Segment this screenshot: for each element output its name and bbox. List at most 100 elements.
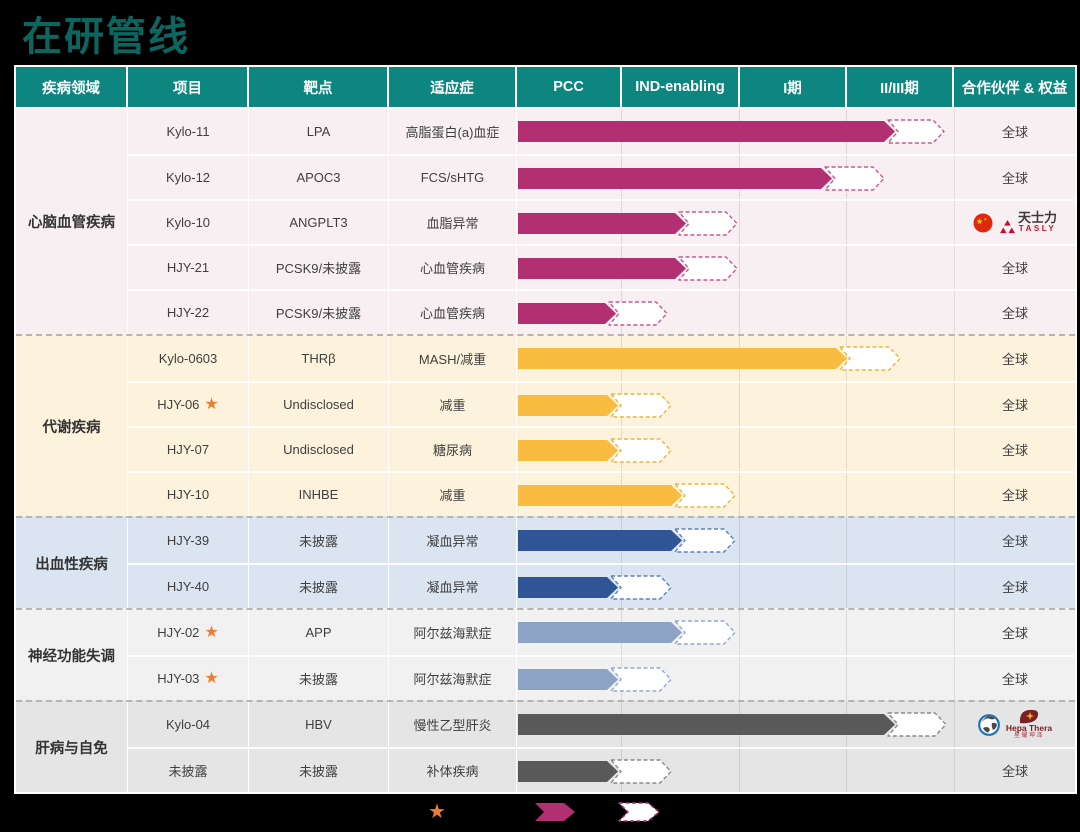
partner-rights-label: 全球 [1001, 171, 1028, 186]
target-cell: HBV [249, 702, 389, 747]
project-cell: HJY-03 ★ [128, 657, 249, 700]
project-name: HJY-39 [166, 533, 210, 548]
phase-track-cell [517, 702, 954, 747]
partner-cell: 全球 [954, 428, 1075, 471]
project-name: HJY-03 [157, 671, 200, 686]
tasly-mark-icon [999, 219, 1015, 234]
star-icon: ★ [204, 395, 219, 413]
project-name: HJY-22 [166, 305, 210, 320]
indication-cell: 慢性乙型肝炎 [389, 702, 517, 747]
partner-cell: 全球 [954, 291, 1075, 334]
target-cell: Undisclosed [249, 428, 389, 471]
indication-cell: FCS/sHTG [389, 156, 517, 199]
target-cell: THRβ [249, 336, 389, 381]
table-row: HJY-21 PCSK9/未披露 心血管疾病 全球 [128, 244, 1075, 289]
star-icon: ★ [204, 669, 219, 687]
partner-cell: 全球 [954, 156, 1075, 199]
section-3: 神经功能失调 HJY-02 ★ APP 阿尔兹海默症 全球 HJY-03 ★ 未披露 阿尔兹海默症… [16, 608, 1075, 700]
header-phase-1: I期 [740, 67, 845, 107]
phase-track-cell [517, 749, 954, 792]
legend: ★ [0, 798, 1080, 828]
disease-area-label: 肝病与自免 [16, 702, 128, 792]
table-row: HJY-06 ★ Undisclosed 减重 全球 [128, 381, 1075, 426]
indication-cell: 高脂蛋白(a)血症 [389, 109, 517, 154]
svg-text:★: ★ [976, 217, 983, 226]
pipeline-progress-arrow [518, 438, 672, 463]
project-cell: HJY-21 [128, 246, 249, 289]
indication-cell: 阿尔兹海默症 [389, 610, 517, 655]
target-cell: ANGPLT3 [249, 201, 389, 244]
header-phase-2-3: II/III期 [847, 67, 952, 107]
disease-area-label: 出血性疾病 [16, 518, 128, 608]
partner-rights-label: 全球 [1001, 398, 1028, 413]
dashed-arrow-icon [618, 801, 661, 828]
header-project: 项目 [128, 67, 247, 107]
partner-cell: 全球 [954, 246, 1075, 289]
project-name: HJY-07 [166, 442, 210, 457]
pipeline-progress-arrow [518, 759, 672, 784]
table-row: HJY-07 Undisclosed 糖尿病 全球 [128, 426, 1075, 471]
pipeline-table: 疾病领域 项目 靶点 适应症 PCC IND-enabling I期 II/II… [14, 65, 1077, 794]
partner-cell: 全球 [954, 383, 1075, 426]
target-cell: PCSK9/未披露 [249, 246, 389, 289]
pipeline-progress-arrow [518, 575, 672, 600]
target-cell: APOC3 [249, 156, 389, 199]
pipeline-progress-arrow [518, 483, 736, 508]
project-cell: Kylo-11 [128, 109, 249, 154]
indication-cell: 减重 [389, 383, 517, 426]
table-row: HJY-39 未披露 凝血异常 全球 [128, 518, 1075, 563]
phase-track-cell [517, 610, 954, 655]
pipeline-progress-arrow [518, 211, 738, 236]
partner-rights-label: 全球 [1001, 672, 1028, 687]
header-target: 靶点 [249, 67, 387, 107]
indication-cell: 心血管疾病 [389, 246, 517, 289]
pipeline-progress-arrow [518, 256, 738, 281]
pipeline-progress-arrow [518, 528, 736, 553]
partner-cell: ★ ★ 天士力 TASLY [954, 201, 1075, 244]
pipeline-progress-arrow [518, 119, 945, 144]
star-icon: ★ [204, 623, 219, 641]
partner-rights-label: 全球 [1001, 443, 1028, 458]
tasly-logo: 天士力 TASLY [1018, 210, 1057, 234]
indication-cell: MASH/减重 [389, 336, 517, 381]
table-row: Kylo-04 HBV 慢性乙型肝炎 Hepa Thera 星耀坤泽 [128, 702, 1075, 747]
disease-area-label: 代谢疾病 [16, 336, 128, 516]
indication-cell: 阿尔兹海默症 [389, 657, 517, 700]
project-name: Kylo-04 [165, 717, 211, 732]
partner-rights-label: 全球 [1001, 764, 1028, 779]
partner-cell: 全球 [954, 518, 1075, 563]
china-flag-icon: ★ ★ [973, 213, 993, 232]
phase-track-cell [517, 565, 954, 608]
table-row: HJY-03 ★ 未披露 阿尔兹海默症 全球 [128, 655, 1075, 700]
page-title: 在研管线 [22, 15, 190, 59]
pipeline-progress-arrow [518, 301, 668, 326]
project-cell: Kylo-10 [128, 201, 249, 244]
partner-cell: 全球 [954, 109, 1075, 154]
target-cell: APP [249, 610, 389, 655]
table-row: HJY-22 PCSK9/未披露 心血管疾病 全球 [128, 289, 1075, 334]
indication-cell: 补体疾病 [389, 749, 517, 792]
section-0: 心脑血管疾病 Kylo-11 LPA 高脂蛋白(a)血症 全球 Kylo-12 APOC3 F… [16, 109, 1075, 334]
phase-track-cell [517, 156, 954, 199]
section-1: 代谢疾病 Kylo-0603 THRβ MASH/减重 全球 HJY-06 ★ Undiscl… [16, 334, 1075, 516]
target-cell: Undisclosed [249, 383, 389, 426]
project-cell: HJY-06 ★ [128, 383, 249, 426]
hepathera-leaf-icon [1019, 709, 1039, 724]
header-indication: 适应症 [389, 67, 515, 107]
indication-cell: 糖尿病 [389, 428, 517, 471]
table-row: HJY-02 ★ APP 阿尔兹海默症 全球 [128, 610, 1075, 655]
table-row: HJY-10 INHBE 减重 全球 [128, 471, 1075, 516]
phase-track-cell [517, 201, 954, 244]
svg-text:★: ★ [983, 216, 987, 221]
project-cell: 未披露 [128, 749, 249, 792]
target-cell: INHBE [249, 473, 389, 516]
phase-track-cell [517, 473, 954, 516]
partner-cell: Hepa Thera 星耀坤泽 [954, 702, 1075, 747]
target-cell: 未披露 [249, 657, 389, 700]
indication-cell: 减重 [389, 473, 517, 516]
pipeline-progress-arrow [518, 346, 901, 371]
partner-cell: 全球 [954, 473, 1075, 516]
table-body: 心脑血管疾病 Kylo-11 LPA 高脂蛋白(a)血症 全球 Kylo-12 APOC3 F… [16, 109, 1075, 792]
target-cell: 未披露 [249, 565, 389, 608]
